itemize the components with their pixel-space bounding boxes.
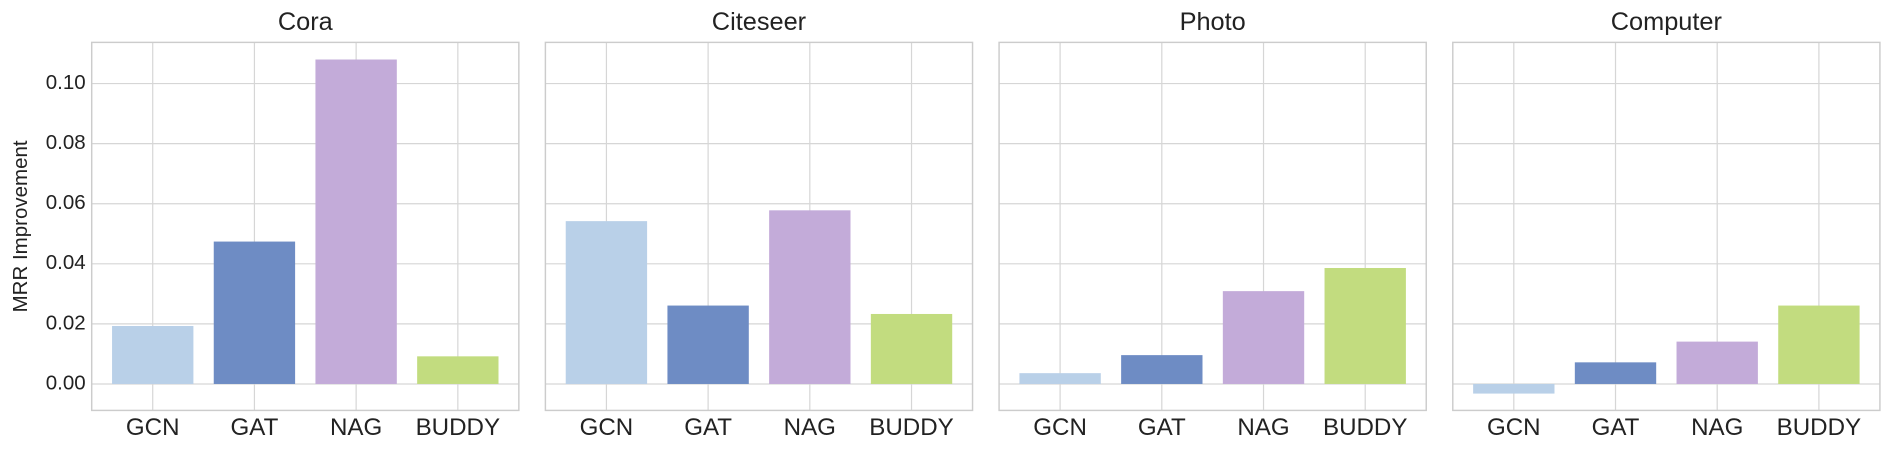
plot-frame [90, 41, 520, 412]
bar [1778, 305, 1860, 384]
x-tick-label: NAG [1237, 414, 1289, 441]
y-tick-label: 0.04 [46, 251, 86, 274]
x-tick-label: NAG [784, 414, 836, 441]
bar [565, 221, 648, 384]
x-tick-label: NAG [1691, 414, 1743, 441]
x-tick-label: NAG [330, 414, 382, 441]
bar [870, 313, 953, 384]
y-axis-label: MRR Improvement [9, 140, 32, 312]
bar [213, 241, 296, 384]
panel-title: Computer [1611, 8, 1723, 36]
x-tick-label: GCN [1033, 414, 1087, 441]
plot-frame [998, 41, 1427, 412]
bar [417, 356, 499, 384]
bar [667, 305, 749, 384]
x-tick-label: GAT [684, 414, 732, 441]
bar [1222, 291, 1305, 384]
x-tick-label: BUDDY [1777, 414, 1861, 441]
x-tick-label: GCN [580, 414, 634, 441]
bar [1473, 383, 1555, 394]
bar [769, 210, 851, 384]
bar [1019, 373, 1101, 384]
bar [1676, 341, 1758, 384]
y-tick-label: 0.00 [46, 371, 86, 394]
plot-frame [1452, 41, 1881, 412]
x-tick-label: GAT [1138, 414, 1186, 441]
y-tick-label: 0.10 [46, 71, 86, 94]
panel-title: Citeseer [712, 8, 807, 36]
x-tick-label: GCN [126, 414, 180, 441]
x-tick-label: BUDDY [1323, 414, 1407, 441]
bar [315, 59, 397, 384]
x-tick-label: GAT [1592, 414, 1640, 441]
x-tick-label: BUDDY [869, 414, 953, 441]
panel-title: Cora [278, 8, 334, 36]
bar [1121, 355, 1203, 384]
bar [1574, 362, 1657, 384]
bar [112, 325, 194, 384]
plot-frame [544, 41, 974, 412]
x-tick-label: BUDDY [416, 414, 500, 441]
panel-title: Photo [1180, 8, 1246, 36]
y-tick-label: 0.02 [46, 311, 86, 334]
x-tick-label: GCN [1487, 414, 1541, 441]
y-tick-label: 0.08 [46, 131, 86, 154]
x-tick-label: GAT [231, 414, 279, 441]
y-tick-label: 0.06 [46, 191, 86, 214]
bar [1324, 268, 1406, 384]
